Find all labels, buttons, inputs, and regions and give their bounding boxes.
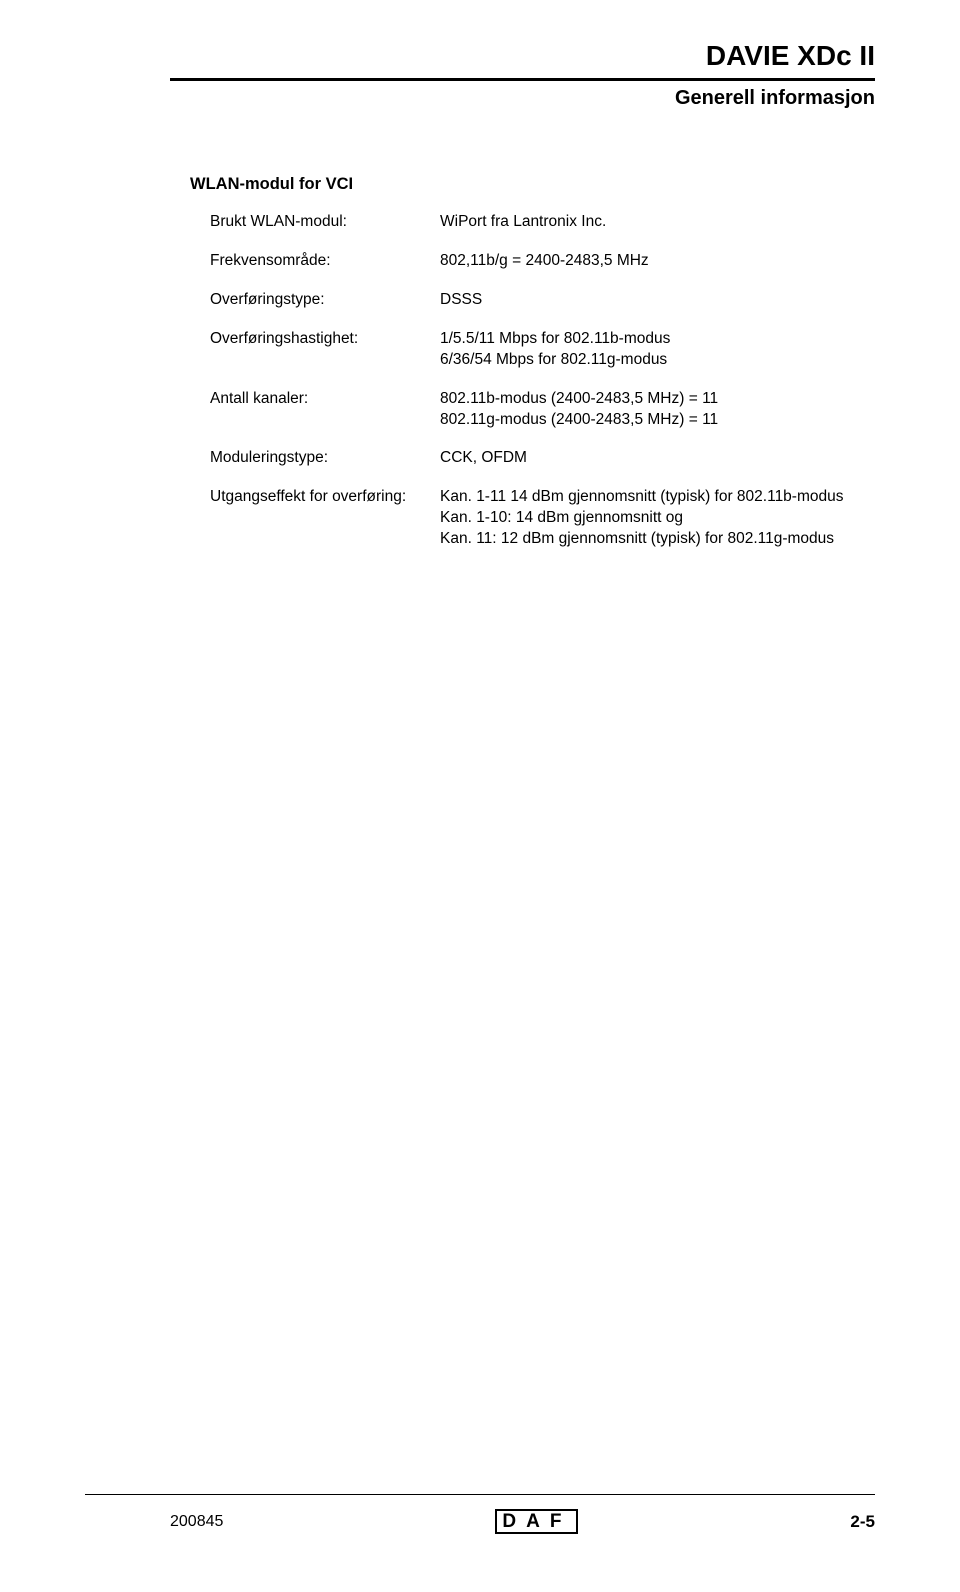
spec-row: Overføringshastighet: 1/5.5/11 Mbps for … xyxy=(190,329,875,371)
spec-row: Moduleringstype: CCK, OFDM xyxy=(190,448,875,469)
spec-value: 1/5.5/11 Mbps for 802.11b-modus6/36/54 M… xyxy=(440,329,875,371)
section-title: WLAN-modul for VCI xyxy=(190,175,875,194)
document-subtitle: Generell informasjon xyxy=(170,87,875,110)
footer-center: DAF xyxy=(223,1509,850,1534)
header-rule xyxy=(170,78,875,81)
footer-left-number: 200845 xyxy=(85,1513,223,1531)
spec-label: Utgangseffekt for overføring: xyxy=(190,487,440,550)
spec-label: Frekvensområde: xyxy=(190,251,440,272)
spec-row: Brukt WLAN-modul: WiPort fra Lantronix I… xyxy=(190,212,875,233)
spec-label: Antall kanaler: xyxy=(190,389,440,431)
header-block: DAVIE XDc II xyxy=(170,40,875,72)
footer-row: 200845 DAF 2-5 xyxy=(85,1509,875,1534)
spec-value: CCK, OFDM xyxy=(440,448,875,469)
footer-page-number: 2-5 xyxy=(850,1512,875,1532)
spec-row: Antall kanaler: 802.11b-modus (2400-2483… xyxy=(190,389,875,431)
spec-value: 802.11b-modus (2400-2483,5 MHz) = 11802.… xyxy=(440,389,875,431)
spec-label: Overføringstype: xyxy=(190,290,440,311)
spec-value: WiPort fra Lantronix Inc. xyxy=(440,212,875,233)
spec-label: Brukt WLAN-modul: xyxy=(190,212,440,233)
footer: 200845 DAF 2-5 xyxy=(85,1494,875,1534)
daf-logo: DAF xyxy=(495,1509,578,1534)
content-area: WLAN-modul for VCI Brukt WLAN-modul: WiP… xyxy=(170,175,875,550)
spec-row: Overføringstype: DSSS xyxy=(190,290,875,311)
page: DAVIE XDc II Generell informasjon WLAN-m… xyxy=(0,0,960,1592)
spec-value: DSSS xyxy=(440,290,875,311)
spec-label: Moduleringstype: xyxy=(190,448,440,469)
footer-rule xyxy=(85,1494,875,1495)
spec-value: 802,11b/g = 2400-2483,5 MHz xyxy=(440,251,875,272)
spec-value: Kan. 1-11 14 dBm gjennomsnitt (typisk) f… xyxy=(440,487,875,550)
spec-row: Frekvensområde: 802,11b/g = 2400-2483,5 … xyxy=(190,251,875,272)
spec-row: Utgangseffekt for overføring: Kan. 1-11 … xyxy=(190,487,875,550)
spec-label: Overføringshastighet: xyxy=(190,329,440,371)
document-title: DAVIE XDc II xyxy=(170,40,875,72)
